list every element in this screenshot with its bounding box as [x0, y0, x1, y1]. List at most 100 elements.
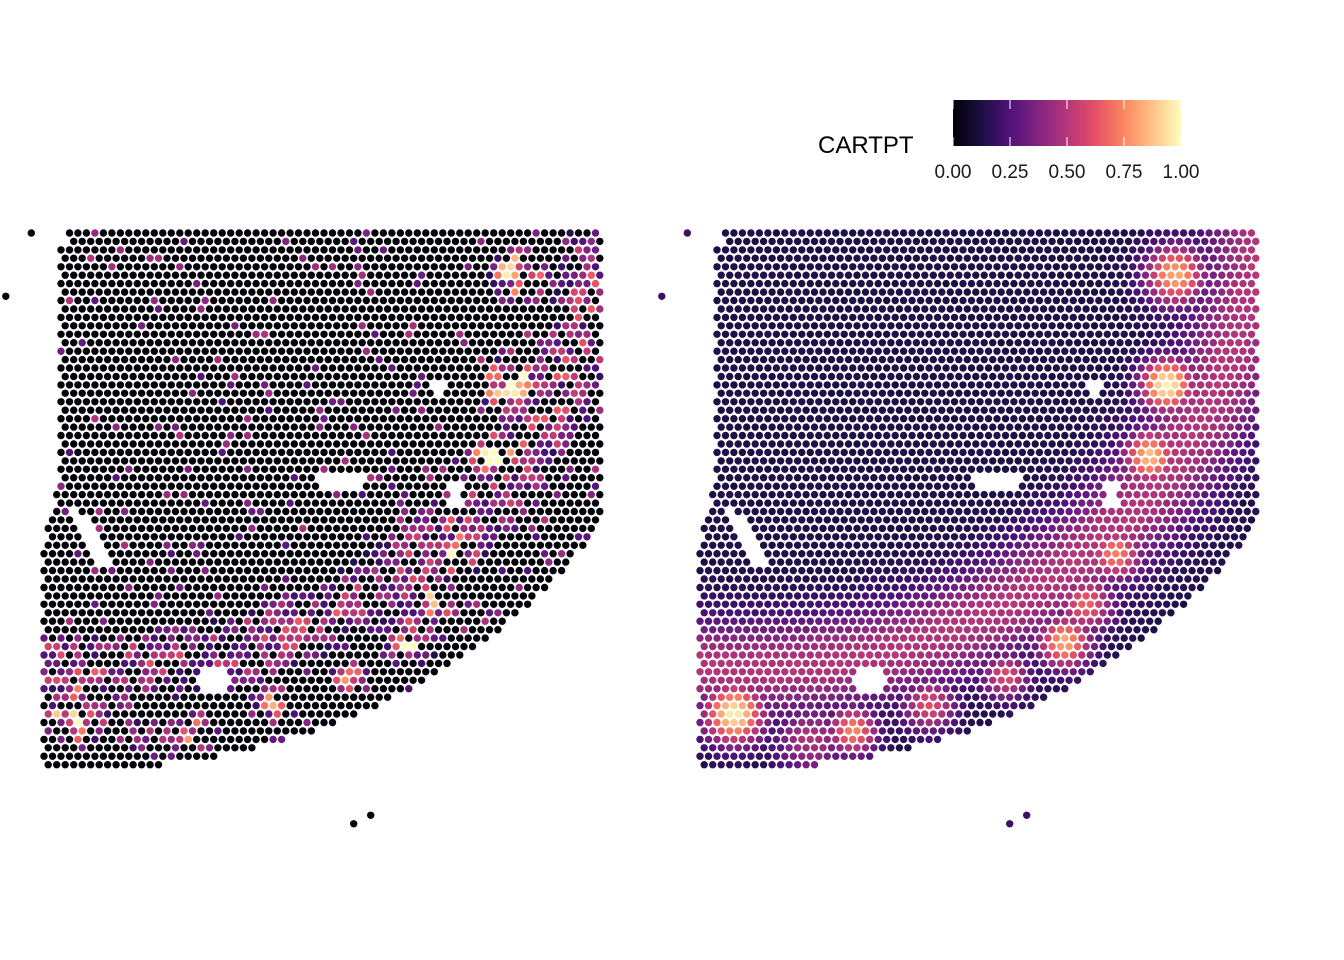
spot — [133, 617, 141, 625]
spot — [125, 701, 133, 710]
spot — [562, 474, 570, 482]
spot — [570, 305, 578, 313]
spot — [120, 355, 129, 364]
spot — [1247, 229, 1256, 237]
spot — [375, 575, 383, 583]
spot — [201, 415, 209, 423]
spot — [184, 533, 192, 541]
spot — [456, 465, 464, 473]
spot — [375, 271, 383, 279]
spot — [574, 465, 583, 473]
spot — [933, 229, 942, 237]
spot — [908, 246, 916, 254]
spot — [214, 626, 222, 634]
spot — [1103, 296, 1112, 305]
spot — [133, 533, 141, 541]
spot — [53, 626, 61, 634]
spot — [133, 566, 141, 575]
spot — [294, 279, 303, 288]
spot — [362, 516, 371, 524]
spot — [337, 330, 345, 338]
spot — [562, 524, 570, 533]
spot — [320, 701, 328, 710]
spot — [375, 490, 383, 499]
spot — [1133, 389, 1141, 397]
spot — [345, 296, 354, 305]
spot — [1018, 246, 1027, 254]
spot — [142, 398, 150, 406]
spot — [316, 693, 324, 701]
spot — [883, 313, 891, 322]
spot — [354, 701, 362, 710]
spot — [180, 744, 188, 752]
spot — [396, 516, 405, 524]
spot — [789, 313, 797, 322]
spot — [430, 499, 438, 507]
spot — [70, 727, 78, 735]
spot — [171, 642, 180, 651]
spot — [1018, 296, 1027, 305]
spot — [549, 229, 557, 237]
spot — [1188, 296, 1196, 305]
spot — [116, 685, 125, 693]
spot — [1095, 296, 1103, 305]
spot — [405, 415, 413, 423]
spot — [137, 761, 146, 769]
spot — [87, 490, 95, 499]
spot — [214, 440, 222, 448]
spot — [840, 381, 848, 389]
spot — [87, 626, 95, 634]
spot — [371, 263, 379, 271]
spot — [536, 339, 545, 347]
spot — [392, 440, 400, 448]
spot — [891, 330, 899, 338]
spot — [286, 634, 294, 642]
spot — [1163, 279, 1171, 288]
spot — [354, 381, 362, 389]
spot — [142, 431, 150, 440]
spot — [1061, 313, 1069, 322]
spot — [277, 516, 286, 524]
spot — [65, 229, 74, 237]
spot — [1188, 347, 1196, 355]
spot — [899, 347, 908, 355]
spot — [74, 313, 82, 322]
spot — [532, 448, 540, 457]
spot — [269, 482, 277, 490]
spot — [409, 642, 417, 651]
spot — [481, 381, 489, 389]
spot — [1056, 288, 1065, 296]
spot — [997, 322, 1005, 330]
spot — [536, 457, 545, 465]
spot — [468, 575, 477, 583]
spot — [70, 271, 78, 279]
spot — [557, 499, 566, 507]
spot — [129, 626, 137, 634]
spot — [557, 533, 566, 541]
spot — [498, 566, 506, 575]
spot — [490, 566, 498, 575]
spot — [345, 381, 354, 389]
spot — [362, 465, 371, 473]
spot — [303, 313, 311, 322]
spot — [536, 507, 545, 516]
spot — [451, 440, 460, 448]
spot — [167, 685, 175, 693]
spot — [91, 600, 99, 608]
spot — [235, 617, 243, 625]
spot — [214, 524, 222, 533]
spot — [307, 440, 315, 448]
spot — [120, 761, 129, 769]
spot — [451, 254, 460, 262]
spot — [269, 533, 277, 541]
spot — [866, 229, 874, 237]
spot — [116, 668, 125, 676]
spot — [579, 322, 587, 330]
spot — [303, 279, 311, 288]
spot — [587, 254, 595, 262]
spot — [184, 229, 192, 237]
spot — [146, 558, 154, 566]
spot — [434, 474, 443, 482]
spot — [116, 347, 125, 355]
spot — [320, 668, 328, 676]
